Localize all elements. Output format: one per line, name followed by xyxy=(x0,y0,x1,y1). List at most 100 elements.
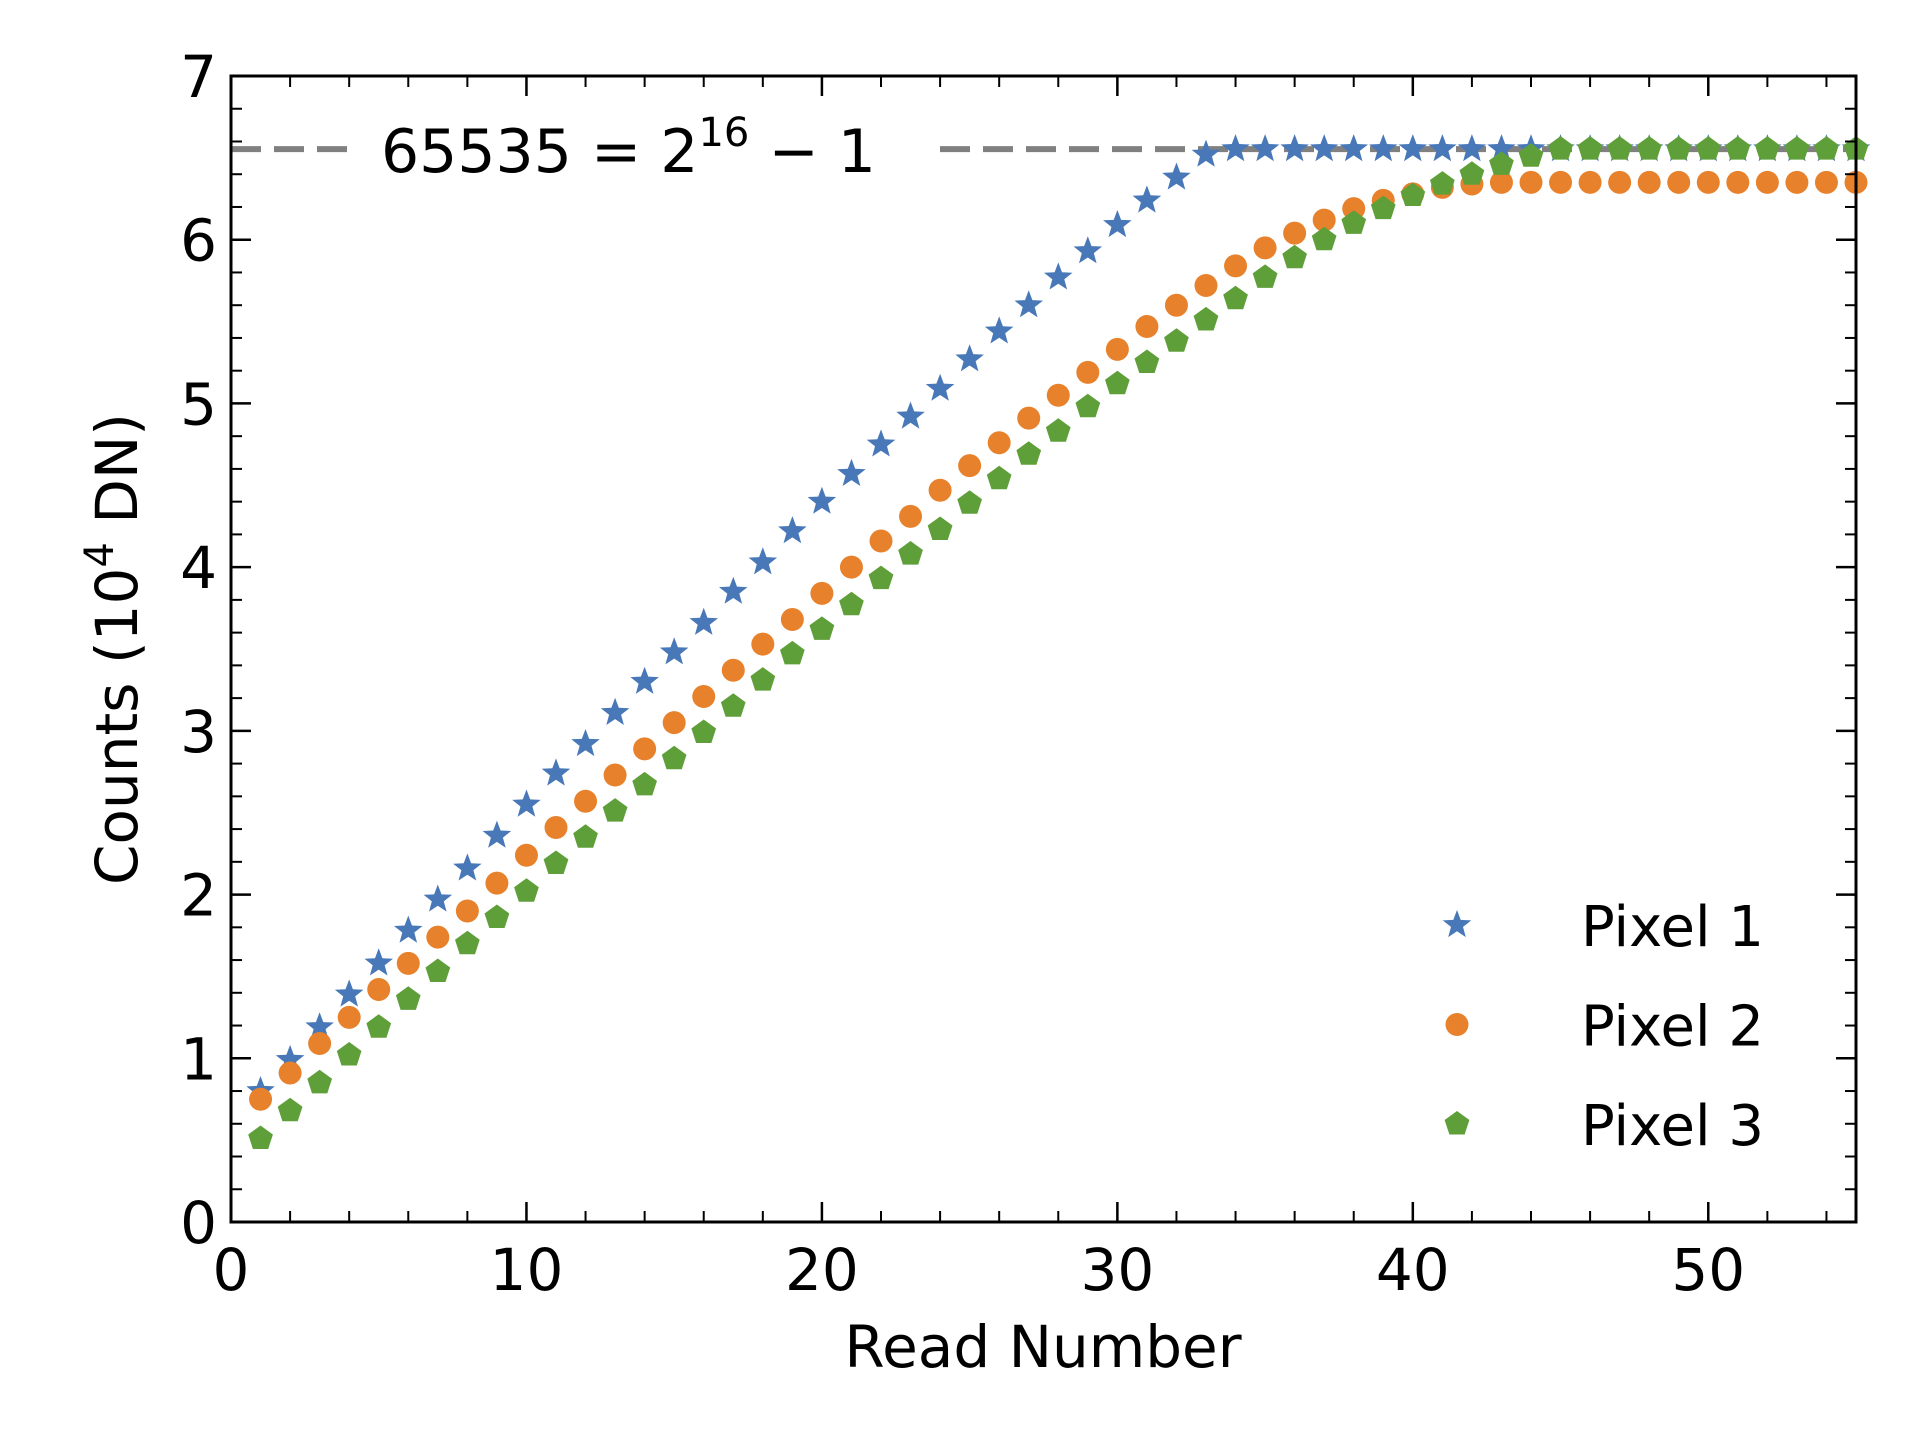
data-point xyxy=(986,465,1012,490)
data-point xyxy=(1459,161,1485,185)
data-point xyxy=(1487,134,1516,162)
data-point xyxy=(1428,134,1457,162)
data-point xyxy=(957,490,982,514)
x-tick-label: 0 xyxy=(213,1236,250,1304)
data-point xyxy=(839,555,863,579)
legend-label: Pixel 3 xyxy=(1581,1094,1764,1159)
data-point xyxy=(955,344,984,372)
data-point xyxy=(455,930,480,955)
data-point xyxy=(1695,136,1721,160)
data-point xyxy=(1785,170,1809,194)
data-point xyxy=(809,616,835,640)
legend-marker-circle-icon xyxy=(1445,1013,1469,1036)
data-point xyxy=(1519,170,1543,194)
data-point xyxy=(248,1125,273,1149)
data-point xyxy=(1283,221,1307,245)
data-point xyxy=(839,591,864,616)
y-tick-label: 5 xyxy=(180,370,217,438)
data-point xyxy=(1608,170,1632,194)
data-point xyxy=(662,711,686,735)
data-point xyxy=(1135,314,1159,338)
y-tick-label: 7 xyxy=(180,43,217,111)
data-point xyxy=(1666,136,1692,160)
data-point xyxy=(1637,170,1661,194)
data-point xyxy=(692,684,716,708)
data-point xyxy=(1370,195,1396,220)
data-point xyxy=(807,486,837,514)
y-tick-label: 2 xyxy=(180,862,217,930)
data-point xyxy=(453,853,482,881)
data-point xyxy=(367,978,391,1002)
data-point xyxy=(1076,360,1100,384)
data-point xyxy=(484,904,510,928)
data-point xyxy=(1696,170,1720,194)
data-point xyxy=(720,693,746,717)
data-point xyxy=(689,607,718,635)
data-point xyxy=(661,745,687,770)
legend-label: Pixel 1 xyxy=(1581,895,1764,960)
data-point xyxy=(1755,136,1780,160)
data-point xyxy=(396,951,420,975)
data-point xyxy=(573,824,598,848)
data-point xyxy=(1814,136,1839,160)
data-point xyxy=(1814,170,1838,194)
data-point xyxy=(632,771,657,796)
y-axis-label: Counts (104 DN) xyxy=(77,413,151,885)
data-point xyxy=(1191,139,1221,167)
data-point xyxy=(277,1097,303,1122)
plot-frame xyxy=(229,74,1858,1224)
data-point xyxy=(366,1014,392,1038)
data-point xyxy=(987,431,1011,455)
data-point xyxy=(1400,182,1426,206)
data-point xyxy=(896,401,925,429)
data-point xyxy=(1607,136,1632,160)
data-point xyxy=(1044,262,1073,290)
data-point xyxy=(1253,236,1277,260)
data-point xyxy=(1457,134,1487,162)
x-tick-label: 20 xyxy=(785,1236,859,1304)
data-point xyxy=(423,884,453,912)
y-tick-label: 0 xyxy=(180,1189,217,1257)
data-point xyxy=(1667,170,1691,194)
data-point xyxy=(721,658,745,682)
data-point xyxy=(719,576,748,604)
data-point xyxy=(395,986,421,1010)
legend-item: Pixel 2 xyxy=(1445,995,1764,1060)
data-point xyxy=(1193,306,1219,331)
data-point xyxy=(600,697,630,725)
data-point xyxy=(1016,441,1042,465)
data-point xyxy=(868,565,894,590)
data-point xyxy=(927,516,953,540)
data-point xyxy=(1430,171,1455,195)
data-point xyxy=(1105,370,1130,395)
data-point xyxy=(275,1044,305,1073)
data-point xyxy=(1518,143,1544,167)
data-point xyxy=(1755,170,1779,194)
saturation-annotation: 65535 = 216 − 1 xyxy=(381,110,876,187)
data-point xyxy=(1046,383,1070,407)
x-tick-label: 40 xyxy=(1376,1236,1450,1304)
data-point xyxy=(748,547,778,575)
legend-label: Pixel 2 xyxy=(1581,995,1764,1060)
data-point xyxy=(1726,170,1750,194)
data-point xyxy=(1577,136,1603,160)
legend-item: Pixel 3 xyxy=(1444,1094,1764,1159)
x-tick-label: 30 xyxy=(1080,1236,1154,1304)
data-point xyxy=(1311,226,1337,251)
data-point xyxy=(544,815,568,839)
data-point xyxy=(278,1061,302,1085)
legend-marker-pentagon-icon xyxy=(1444,1111,1470,1135)
data-point xyxy=(1339,134,1368,162)
data-point xyxy=(337,1005,361,1029)
data-point xyxy=(780,608,804,632)
data-point xyxy=(691,719,717,743)
x-tick-label: 50 xyxy=(1671,1236,1745,1304)
data-point xyxy=(543,850,569,874)
y-tick-label: 3 xyxy=(180,698,217,766)
data-point xyxy=(984,316,1014,344)
data-point xyxy=(1725,136,1751,160)
legend: Pixel 1 Pixel 2 Pixel 3 xyxy=(1442,895,1764,1159)
data-point xyxy=(630,666,659,694)
data-point xyxy=(482,820,512,848)
